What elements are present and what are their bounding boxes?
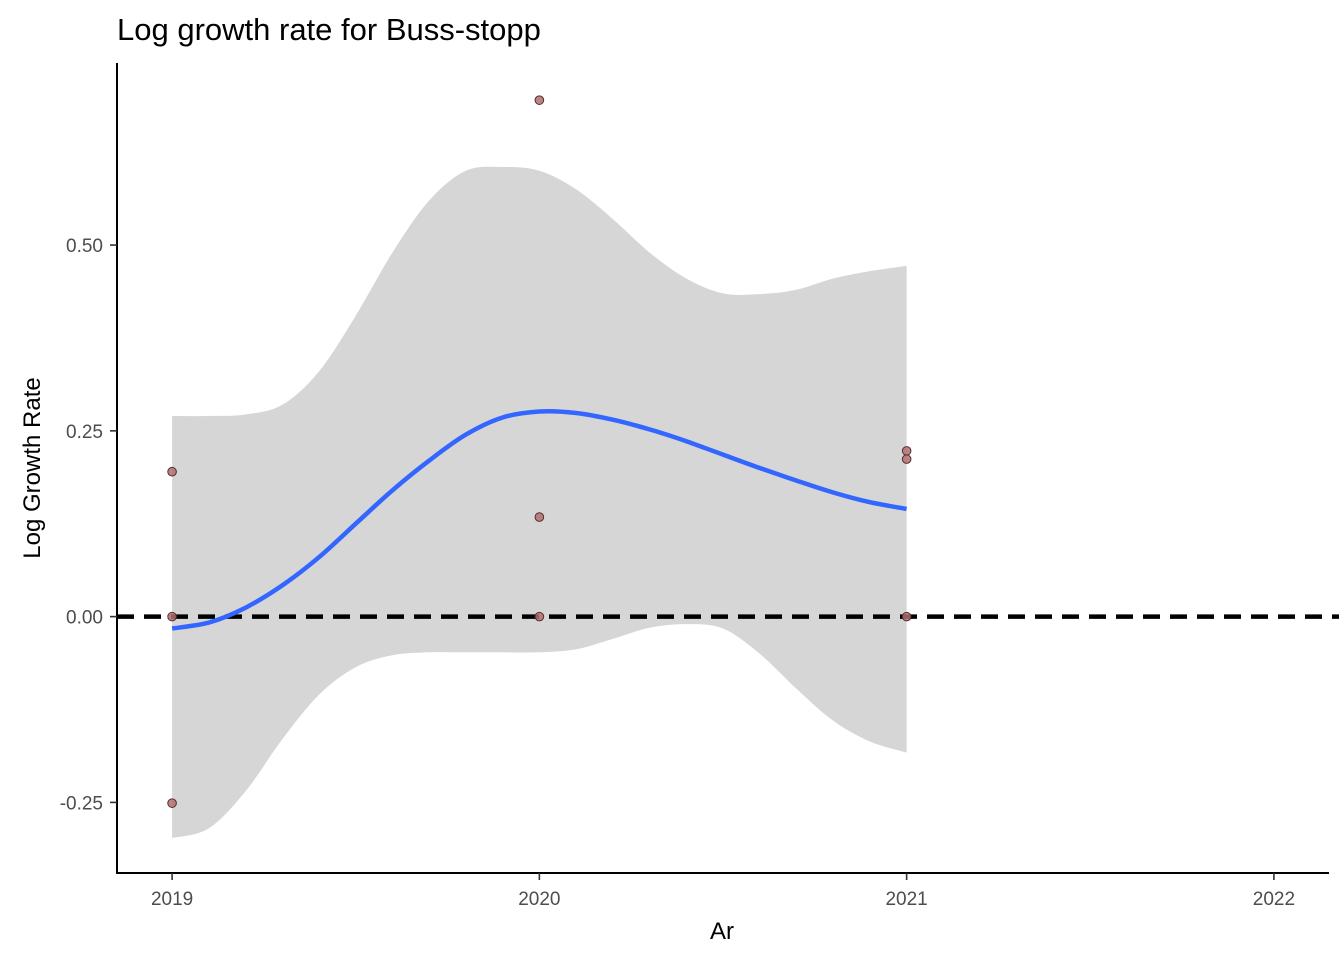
data-point (534, 95, 545, 105)
x-tick-label: 2021 (885, 889, 927, 910)
data-point (534, 611, 545, 622)
smooth-line (171, 408, 907, 631)
data-point (167, 466, 177, 477)
points-layer (167, 95, 912, 808)
y-axis-ticks: -0.25 0.00 0.25 0.50 (60, 236, 117, 814)
data-point (901, 611, 912, 622)
y-tick-label: 0.25 (66, 422, 103, 443)
y-axis-title: Log Growth Rate (19, 377, 46, 558)
x-tick-label: 2020 (518, 889, 560, 910)
confidence-band (172, 166, 907, 839)
data-point (167, 798, 177, 808)
data-point (167, 611, 177, 622)
x-axis-ticks: 2019 2020 2021 2022 (151, 873, 1295, 910)
x-tick-label: 2022 (1253, 889, 1295, 910)
y-tick-label: -0.25 (60, 793, 103, 814)
chart-title: Log growth rate for Buss-stopp (117, 12, 541, 47)
data-point (901, 446, 912, 456)
data-point (901, 454, 912, 464)
y-tick-label: 0.50 (66, 236, 103, 257)
x-axis-title: Ar (710, 918, 734, 945)
x-tick-label: 2019 (151, 889, 193, 910)
y-tick-label: 0.00 (66, 608, 103, 629)
smooth-line-layer (171, 408, 907, 631)
confidence-band-layer (172, 166, 907, 839)
data-point (534, 512, 545, 522)
